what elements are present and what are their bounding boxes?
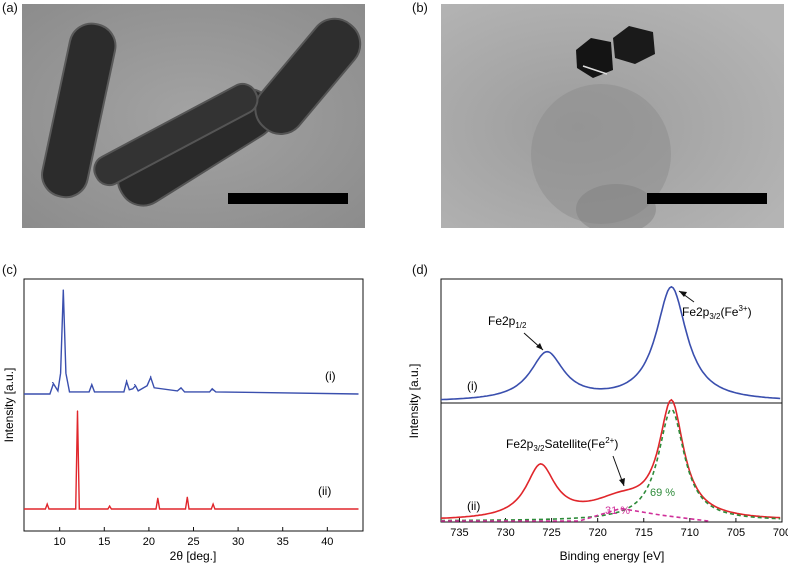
xrd-peak-point	[62, 289, 64, 291]
panel-label-d: (d)	[412, 262, 428, 277]
xrd-peak-point	[125, 379, 128, 382]
xrd-x-tick-label: 10	[54, 536, 66, 548]
tem-image-a	[22, 4, 365, 228]
label-31-percent: 31 %	[605, 505, 630, 517]
xps-chart: 735 730 725 720 715 710 705 700 Intensity [a.u.…	[407, 278, 788, 563]
tem-image-a-graphic	[22, 4, 365, 228]
xps-x-tick-label: 735	[450, 527, 468, 539]
xrd-peak-point	[91, 385, 93, 387]
xrd-x-tick-label: 15	[98, 536, 110, 548]
xps-x-tick-label: 725	[542, 527, 560, 539]
xps-series-line	[441, 507, 709, 522]
xrd-peak-point	[134, 384, 136, 386]
xrd-chart: 10 15 20 25 30 35 40 Intensity [a.u.] 2θ [deg.…	[2, 278, 364, 563]
panel-label-c: (c)	[2, 262, 18, 277]
xrd-x-axis-label: 2θ [deg.]	[170, 549, 217, 563]
xrd-x-ticks: 10 15 20 25 30 35 40	[54, 527, 333, 548]
xrd-peak-point	[150, 375, 152, 377]
xrd-peak-point	[157, 497, 159, 499]
tem-image-b-graphic	[441, 4, 784, 228]
xrd-x-tick-label: 25	[187, 536, 199, 548]
xps-x-tick-label: 730	[496, 527, 514, 539]
xrd-x-tick-label: 40	[321, 536, 333, 548]
xrd-series-line	[24, 289, 359, 395]
xps-x-tick-label: 715	[635, 527, 653, 539]
xps-x-tick-label: 700	[773, 527, 788, 539]
xps-x-tick-label: 720	[588, 527, 606, 539]
xrd-peak-point	[211, 389, 213, 391]
xrd-peak-point	[179, 388, 181, 390]
xrd-x-tick-label: 20	[143, 536, 155, 548]
scale-bar-a	[228, 193, 348, 204]
xrd-label-i: (i)	[325, 369, 336, 383]
xrd-x-tick-label: 30	[232, 536, 244, 548]
xps-series-line	[440, 398, 781, 519]
annotation-fe2p12: Fe2p1/2	[488, 314, 527, 330]
xps-x-axis-label: Binding energy [eV]	[560, 549, 665, 563]
xps-x-tick-label: 710	[681, 527, 699, 539]
xps-x-tick-label: 705	[727, 527, 745, 539]
xrd-series	[24, 289, 359, 510]
xps-series-line	[441, 408, 781, 522]
panel-label-a: (a)	[2, 0, 18, 15]
xrd-peak-point	[212, 503, 214, 505]
xrd-peak-point	[109, 505, 111, 507]
xps-y-axis-label: Intensity [a.u.]	[407, 364, 421, 439]
xps-label-i: (i)	[467, 379, 478, 393]
xps-series-line	[440, 285, 781, 401]
annotation-fe2p32-fe3: Fe2p3/2(Fe3+)	[682, 304, 752, 321]
xrd-label-ii: (ii)	[318, 484, 331, 498]
xrd-peak-point	[186, 496, 188, 498]
label-69-percent: 69 %	[650, 487, 675, 499]
panel-label-b: (b)	[412, 0, 428, 15]
xps-frame	[440, 278, 783, 523]
xrd-x-tick-label: 35	[277, 536, 289, 548]
arrowhead-fe2p12	[536, 343, 543, 350]
xrd-y-axis-label: Intensity [a.u.]	[2, 368, 16, 443]
arrowhead-satellite	[619, 478, 625, 486]
arrowhead-fe2p32	[679, 291, 687, 297]
scale-bar-b	[647, 193, 767, 204]
xrd-frame	[23, 278, 364, 532]
xrd-peak-point	[76, 410, 79, 412]
annotation-satellite: Fe2p3/2Satellite(Fe2+)	[506, 436, 618, 453]
xrd-series-line	[24, 410, 359, 510]
xps-label-ii: (ii)	[467, 499, 480, 513]
xrd-peak-point	[51, 381, 54, 384]
xrd-peak-point	[46, 503, 48, 505]
tem-image-b	[441, 4, 784, 228]
xps-series	[440, 285, 781, 522]
